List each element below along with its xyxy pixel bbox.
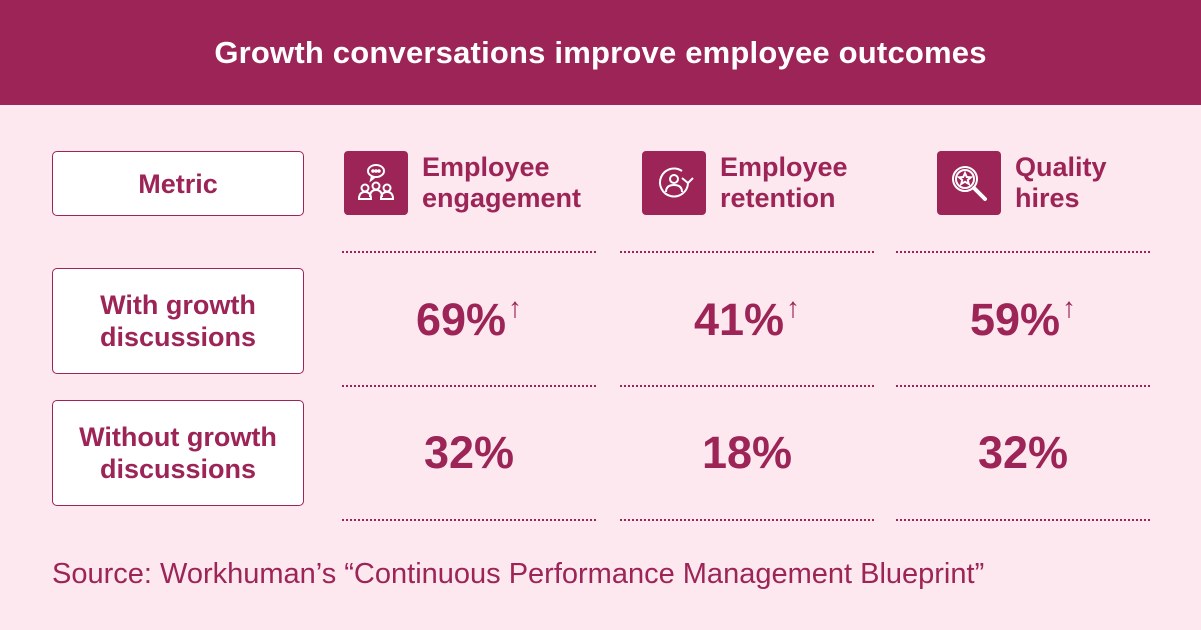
- divider: [620, 385, 874, 387]
- value-text: 32%: [977, 427, 1069, 478]
- column-title: Quality hires: [1015, 152, 1107, 213]
- source-note: Source: Workhuman’s “Continuous Performa…: [52, 558, 985, 590]
- row-label-text: With growth discussions: [99, 290, 257, 352]
- divider: [342, 385, 596, 387]
- value-without-retention: 18%: [620, 428, 874, 478]
- header-banner: Growth conversations improve employee ou…: [0, 0, 1201, 105]
- magnifier-star-icon: [937, 151, 1001, 215]
- divider: [896, 385, 1150, 387]
- value-without-quality-hires: 32%: [896, 428, 1150, 478]
- value-without-engagement: 32%: [342, 428, 596, 478]
- row-label-with-growth: With growth discussions: [52, 268, 304, 374]
- value-text: 18%: [701, 427, 793, 478]
- divider: [620, 251, 874, 253]
- up-arrow-icon: ↑: [1062, 292, 1077, 323]
- divider: [342, 519, 596, 521]
- chat-group-icon: [344, 151, 408, 215]
- divider: [896, 251, 1150, 253]
- column-title: Employee engagement: [422, 152, 582, 213]
- value-with-engagement: 69%↑: [342, 292, 596, 345]
- value-text: 41%: [693, 294, 785, 345]
- value-text: 59%: [969, 294, 1061, 345]
- column-header-retention: Employee retention: [642, 150, 848, 216]
- value-text: 32%: [423, 427, 515, 478]
- up-arrow-icon: ↑: [508, 292, 523, 323]
- value-text: 69%: [415, 294, 507, 345]
- row-label-text: Without growth discussions: [79, 422, 277, 484]
- divider: [342, 251, 596, 253]
- person-cycle-icon: [642, 151, 706, 215]
- metric-label-box: Metric: [52, 151, 304, 216]
- value-with-retention: 41%↑: [620, 292, 874, 345]
- metric-label: Metric: [138, 168, 218, 199]
- page-title: Growth conversations improve employee ou…: [214, 34, 987, 70]
- value-with-quality-hires: 59%↑: [896, 292, 1150, 345]
- column-header-engagement: Employee engagement: [344, 150, 581, 216]
- divider: [896, 519, 1150, 521]
- column-title: Employee retention: [720, 152, 848, 213]
- divider: [620, 519, 874, 521]
- row-label-without-growth: Without growth discussions: [52, 400, 304, 506]
- up-arrow-icon: ↑: [786, 292, 801, 323]
- column-header-quality-hires: Quality hires: [937, 150, 1107, 216]
